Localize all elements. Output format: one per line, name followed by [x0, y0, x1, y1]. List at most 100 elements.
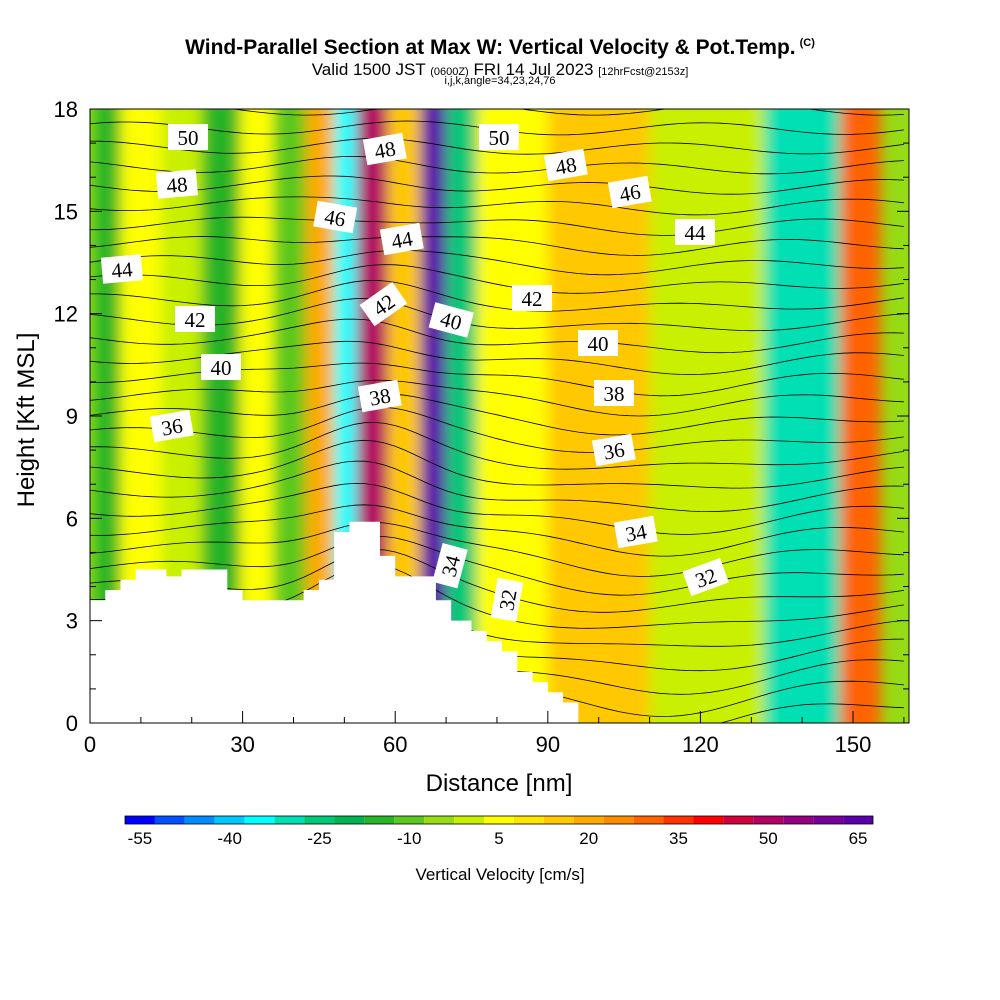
colorbar-swatch [813, 816, 844, 824]
contour-label-text: 32 [494, 588, 521, 613]
colorbar-swatch [513, 816, 544, 824]
x-tick-label: 30 [230, 732, 254, 757]
colorbar-swatch [723, 816, 754, 824]
contour-label-box [201, 354, 241, 380]
theta-contour-line [90, 155, 904, 175]
colorbar-swatch [454, 816, 485, 824]
contour-label: 48 [543, 148, 588, 182]
contour-label-text: 44 [390, 226, 415, 253]
contour-label-box [100, 254, 143, 284]
contour-label: 36 [149, 409, 194, 443]
colorbar-swatch [274, 816, 305, 824]
contour-label: 46 [607, 175, 652, 209]
colorbar-tick-label: -10 [397, 829, 422, 848]
contour-label: 34 [613, 515, 658, 549]
colorbar-swatch [364, 816, 395, 824]
y-axis-label: Height [Kft MSL] [13, 333, 40, 508]
colorbar-swatch [304, 816, 335, 824]
contour-label-box [607, 175, 652, 209]
contour-label-box [578, 330, 618, 356]
contour-label-box [591, 433, 636, 467]
theta-contour-line [90, 250, 904, 276]
y-tick-label: 18 [54, 97, 78, 122]
contour-label-box [362, 132, 407, 166]
theta-contour-line [90, 393, 904, 436]
contour-label: 50 [479, 124, 519, 150]
colorbar-swatch [633, 816, 664, 824]
contour-label-text: 46 [618, 179, 643, 206]
colorbar-swatch [394, 816, 425, 824]
colorbar-frame [124, 815, 874, 825]
contour-label: 42 [175, 306, 215, 332]
theta-contour-line [90, 279, 904, 312]
theta-contour-line [90, 521, 904, 577]
theta-contour-line [90, 406, 904, 453]
indices-line: i,j,k,angle=34,23,24,76 [444, 75, 556, 87]
contour-label-text: 50 [178, 126, 199, 150]
colorbar-tick-label: 50 [759, 829, 778, 848]
colorbar-swatch [424, 816, 455, 824]
colorbar-tick-label: 20 [579, 829, 598, 848]
contour-label-box [432, 543, 468, 589]
colorbar-swatch [753, 816, 784, 824]
contour-label-box [543, 148, 588, 182]
valid-utc: (0600Z) [430, 66, 469, 78]
theta-contour-line [90, 460, 904, 513]
contour-label-text: 48 [554, 152, 579, 179]
terrain [90, 521, 909, 723]
contour-label-text: 48 [165, 172, 188, 198]
y-tick-label: 6 [66, 506, 78, 531]
theta-contour-line [90, 137, 904, 155]
contour-labels: 5048444240364648444238405048464442403836… [100, 124, 729, 622]
contour-label-text: 48 [373, 136, 398, 163]
contour-label: 48 [155, 169, 198, 199]
colorbar-tick-label: -25 [307, 829, 332, 848]
y-tick-label: 9 [66, 404, 78, 429]
contour-label: 44 [100, 254, 143, 284]
chart-subtitle: Valid 1500 JST (0600Z) FRI 14 Jul 2023 [… [0, 60, 1000, 80]
contour-label-box [675, 219, 715, 245]
theta-contour-line [90, 482, 904, 535]
contour-label-box [313, 200, 358, 234]
contour-label-box [613, 515, 658, 549]
colorbar-swatch [783, 816, 814, 824]
contour-label-box [512, 285, 552, 311]
theta-contour-line [90, 318, 904, 354]
colorbar-swatch [154, 816, 185, 824]
contour-label: 42 [512, 285, 552, 311]
contour-label-box [149, 409, 194, 443]
contour-label-box [682, 558, 729, 597]
theta-contour-line [90, 264, 904, 294]
contour-label-box [490, 577, 524, 622]
colorbar-swatch [573, 816, 604, 824]
colorbar-swatch [484, 816, 514, 824]
contour-label-box [359, 282, 408, 327]
theta-contour-line [90, 236, 904, 256]
colorbar-tick-label: 5 [494, 829, 503, 848]
contour-label-box [479, 124, 519, 150]
theta-contour-line [90, 216, 904, 236]
contour-label-text: 34 [624, 519, 649, 546]
contour-label: 42 [359, 282, 408, 327]
contour-label-text: 38 [368, 383, 393, 410]
copyright-mark: (C) [799, 37, 815, 49]
colorbar-swatch [184, 816, 215, 824]
theta-contour-line [90, 175, 904, 195]
contour-label: 36 [591, 433, 636, 467]
contour-label-text: 42 [522, 287, 543, 311]
x-tick-label: 60 [383, 732, 407, 757]
velocity-column [764, 109, 841, 723]
contour-label-text: 36 [602, 437, 627, 464]
y-tick-label: 15 [54, 199, 78, 224]
theta-contour-line [90, 535, 904, 596]
contour-label-text: 44 [110, 257, 134, 283]
colorbar-swatch [693, 816, 724, 824]
colorbar-tick-label: -40 [217, 829, 242, 848]
contour-label-box [357, 379, 402, 413]
forecast-info: [12hrFcst@2153z] [598, 66, 689, 78]
theta-contour-line [90, 379, 904, 417]
contour-label: 40 [578, 330, 618, 356]
contour-label-text: 40 [211, 356, 232, 380]
x-tick-label: 90 [536, 732, 560, 757]
